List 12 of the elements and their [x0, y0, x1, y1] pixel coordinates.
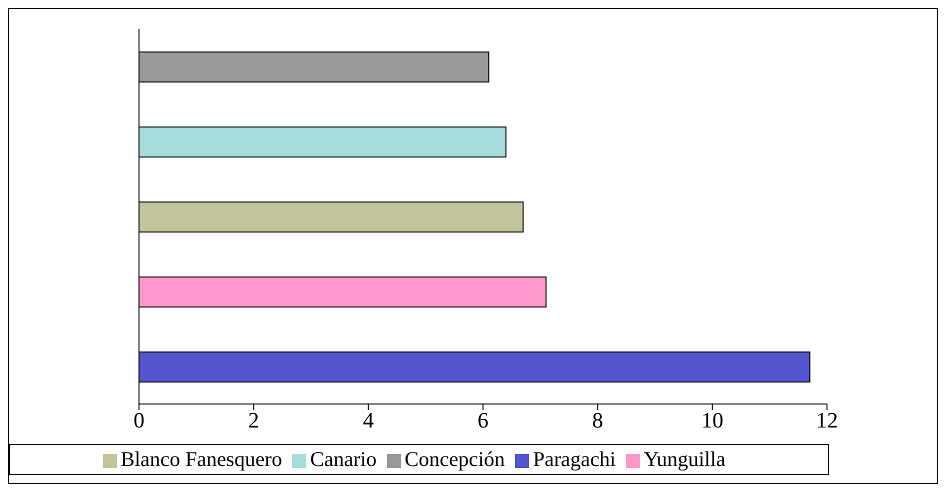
x-tick-label: 10 — [701, 408, 724, 433]
x-tick-label: 6 — [478, 408, 488, 433]
x-tick-label: 2 — [248, 408, 260, 433]
x-tick-label: 8 — [592, 408, 604, 433]
legend-label: Canario — [310, 447, 377, 471]
x-tick-label: 12 — [816, 408, 838, 433]
legend-label: Blanco Fanesquero — [120, 447, 282, 471]
x-tick-label: 0 — [134, 408, 144, 433]
legend-label: Concepción — [404, 447, 505, 471]
x-tick-label: 4 — [362, 408, 374, 433]
legend-label: Yunguilla — [644, 447, 726, 471]
legend-label: Paragachi — [532, 447, 616, 471]
